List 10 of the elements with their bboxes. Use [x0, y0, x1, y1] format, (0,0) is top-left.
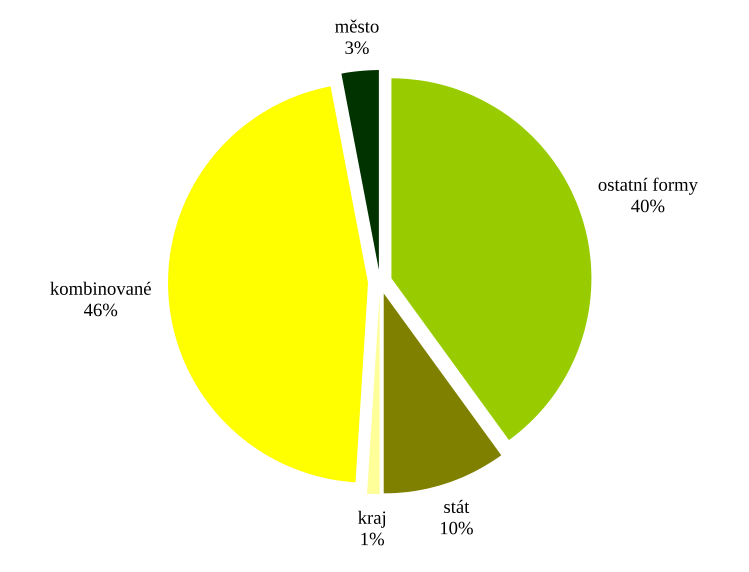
slice-label: kraj: [358, 510, 386, 528]
data-label: 3%: [345, 41, 369, 54]
slice-label: stát: [444, 500, 470, 514]
data-label: 10%: [440, 522, 473, 534]
data-label: 40%: [631, 200, 664, 212]
slice-label: ostatní formy: [598, 178, 698, 195]
data-label: 1%: [361, 532, 384, 546]
slice-label: město: [335, 20, 379, 33]
data-label: 46%: [84, 304, 118, 316]
slice-label: kombinované: [50, 282, 151, 295]
